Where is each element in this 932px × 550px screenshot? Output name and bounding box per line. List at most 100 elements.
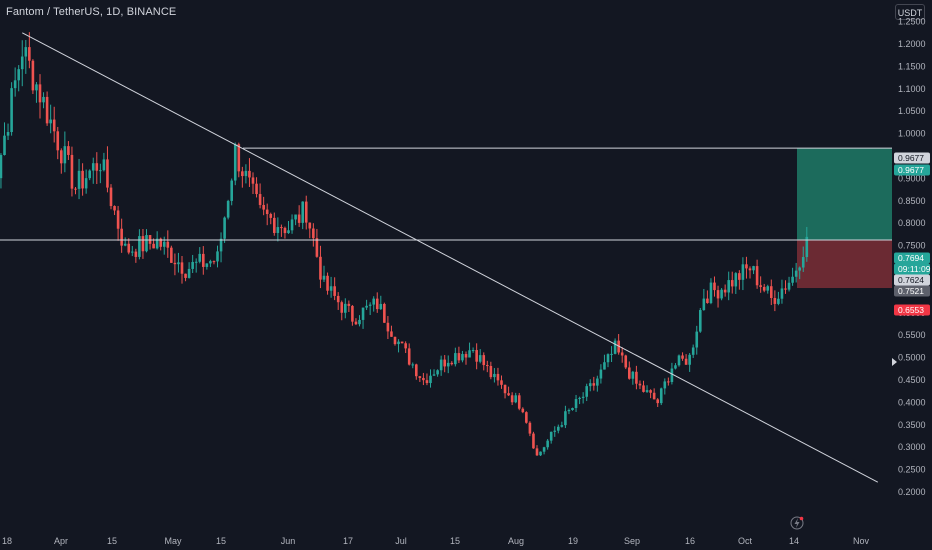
candle-body	[766, 286, 770, 291]
candle-body	[351, 305, 354, 322]
candle-body	[468, 350, 471, 358]
candle-body	[67, 146, 70, 155]
candle-body	[273, 217, 276, 233]
candle-body	[283, 227, 287, 234]
x-tick-label: Nov	[853, 536, 870, 546]
candle-body	[301, 201, 304, 223]
candle-body	[642, 385, 645, 392]
price-label-bg	[894, 263, 930, 275]
y-tick-label: 0.5500	[898, 330, 926, 340]
candle-body	[113, 206, 116, 211]
candle-body	[159, 238, 162, 247]
candle-body	[528, 422, 532, 434]
y-tick-label: 0.8500	[898, 196, 926, 206]
candle-body	[294, 214, 297, 220]
candle-body	[454, 353, 457, 365]
candle-body	[702, 298, 706, 311]
x-tick-label: 15	[216, 536, 226, 546]
candle-body	[120, 228, 123, 246]
candle-body	[659, 388, 663, 404]
candle-body	[588, 383, 592, 387]
candle-body	[770, 286, 773, 299]
y-tick-label: 0.5000	[898, 353, 926, 363]
price-label-bg	[894, 285, 930, 297]
candle-body	[525, 412, 528, 423]
candle-body	[81, 170, 84, 189]
candle-body	[88, 170, 91, 179]
candle-body	[755, 266, 759, 286]
candle-body	[390, 331, 393, 337]
x-tick-label: Oct	[738, 536, 753, 546]
candle-body	[439, 359, 443, 371]
y-tick-label: 1.2500	[898, 17, 926, 27]
candle-body	[404, 343, 407, 349]
candle-body	[383, 303, 386, 323]
candle-body	[223, 217, 226, 239]
candle-body	[635, 371, 638, 384]
candle-body	[42, 96, 45, 103]
candle-body	[578, 397, 581, 400]
price-label-bg	[894, 304, 930, 316]
candle-body	[375, 298, 379, 310]
x-tick-label: 18	[2, 536, 12, 546]
candle-body	[297, 214, 301, 223]
candle-body	[20, 56, 24, 70]
candle-body	[31, 60, 35, 91]
price-label-bg	[894, 152, 930, 164]
candle-body	[500, 380, 503, 385]
candle-body	[276, 227, 280, 233]
price-label: 0.9677	[898, 165, 924, 175]
candle-body	[312, 228, 315, 239]
candle-body	[457, 353, 461, 361]
candle-body	[741, 264, 745, 280]
candle-body	[585, 386, 588, 397]
candle-body	[393, 336, 397, 345]
candle-body	[361, 307, 365, 320]
candle-body	[532, 433, 535, 449]
candle-body	[226, 200, 230, 218]
candle-body	[592, 383, 596, 386]
candle-body	[141, 236, 145, 252]
x-tick-label: Jun	[281, 536, 296, 546]
candle-body	[407, 348, 411, 365]
candle-body	[131, 251, 134, 253]
candle-body	[759, 285, 762, 287]
candle-body	[716, 290, 720, 299]
candle-body	[123, 243, 127, 246]
candle-body	[450, 362, 454, 365]
x-tick-label: May	[164, 536, 182, 546]
triangle-right-icon	[892, 358, 897, 366]
candle-body	[3, 135, 6, 156]
price-label: 09:11:09	[898, 264, 931, 274]
candle-body	[198, 253, 202, 262]
candle-body	[127, 243, 131, 253]
candle-body	[681, 355, 684, 359]
y-tick-label: 1.0500	[898, 106, 926, 116]
candle-body	[773, 298, 777, 304]
candle-body	[645, 390, 649, 392]
x-tick-label: Aug	[508, 536, 524, 546]
candle-body	[652, 392, 656, 400]
candle-body	[358, 319, 361, 325]
price-label: 0.7624	[898, 275, 924, 285]
x-tick-label: Jul	[395, 536, 407, 546]
candle-body	[386, 322, 390, 332]
candle-body	[762, 286, 766, 291]
y-tick-label: 0.9000	[898, 173, 926, 183]
candle-body	[134, 251, 138, 257]
profit-zone	[797, 148, 892, 241]
candle-body	[290, 219, 294, 231]
x-tick-label: 14	[789, 536, 799, 546]
candle-body	[63, 146, 67, 164]
candle-body	[670, 368, 674, 382]
candle-body	[567, 409, 571, 412]
candle-body	[212, 261, 216, 263]
y-tick-label: 0.3000	[898, 442, 926, 452]
candle-body	[184, 273, 187, 278]
currency-button[interactable]: USDT	[895, 4, 925, 20]
candle-body	[322, 275, 326, 280]
candle-body	[464, 354, 468, 358]
x-tick-label: 16	[685, 536, 695, 546]
candle-body	[49, 119, 52, 124]
